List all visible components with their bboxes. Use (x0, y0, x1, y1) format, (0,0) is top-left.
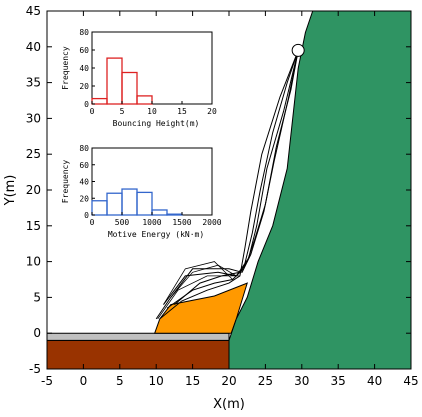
inset-histogram-motive-energy: 0 500 1000 1500 2000 0 20 40 60 80 Motive Energy (… (61, 144, 222, 239)
inset-x-tick-label: 500 (115, 218, 130, 227)
trajectory-line-2 (166, 50, 299, 309)
inset-x-tick-label: 2000 (202, 218, 221, 227)
y-tick-label: 0 (33, 326, 41, 340)
bounce-arc-3 (157, 275, 240, 320)
y-axis-title: Y(m) (3, 175, 18, 207)
x-tick-label: 5 (116, 374, 124, 388)
trajectory-line-5 (155, 50, 299, 320)
inset-y-axis-title: Frequency (61, 160, 70, 204)
x-tick-label: 25 (258, 374, 273, 388)
y-tick-label: 40 (26, 40, 41, 54)
y-tick-label: 15 (26, 219, 41, 233)
inset-y-tick-label: 80 (79, 28, 89, 37)
x-tick-label: 10 (149, 374, 164, 388)
inset-y-tick-label: 40 (79, 64, 89, 73)
x-tick-label: 45 (403, 374, 418, 388)
inset-y-tick-label: 20 (79, 82, 89, 91)
inset-y-tick-label: 20 (79, 194, 89, 203)
y-tick-label: 10 (26, 255, 41, 269)
inset-x-axis-title: Bouncing Height(m) (113, 119, 200, 128)
x-tick-label: 0 (80, 374, 88, 388)
x-tick-label: -5 (41, 374, 53, 388)
pavement-strip (46, 332, 230, 341)
inset-histogram-bouncing-height: 0 5 10 15 20 0 20 40 60 80 Bouncing Height(m) Frequ… (61, 28, 217, 128)
inset-x-tick-label: 10 (147, 107, 157, 116)
histogram-bar (166, 213, 183, 216)
embankment-fill-region (153, 282, 248, 334)
x-tick-label: 30 (294, 374, 309, 388)
inset-x-tick-label: 0 (90, 218, 95, 227)
inset-x-tick-label: 5 (120, 107, 125, 116)
foundation-region (46, 339, 232, 370)
slope-region (228, 10, 412, 370)
histogram-bar (136, 95, 153, 105)
inset-y-tick-label: 60 (79, 46, 89, 55)
inset-y-tick-label: 60 (79, 161, 89, 170)
x-axis-title: X(m) (213, 397, 245, 412)
start-point-marker (291, 43, 305, 57)
bounce-arc-1 (163, 261, 233, 305)
y-tick-label: 35 (26, 76, 41, 90)
inset-x-tick-label: 1500 (172, 218, 191, 227)
trajectory-line-1 (159, 50, 299, 320)
y-tick-label: 30 (26, 111, 41, 125)
y-tick-label: 5 (33, 290, 41, 304)
inset-y-axis-title: Frequency (61, 46, 70, 90)
inset-y-tick-label: 40 (79, 178, 89, 187)
histogram-bar (121, 71, 138, 105)
histogram-bar (136, 191, 153, 216)
bounce-arc-2 (170, 264, 237, 298)
inset-x-tick-label: 1000 (142, 218, 161, 227)
x-tick-label: 20 (221, 374, 236, 388)
inset-frame (91, 31, 213, 105)
inset-y-tick-label: 0 (84, 211, 89, 220)
x-tick-label: 40 (367, 374, 382, 388)
inset-x-tick-label: 0 (90, 107, 95, 116)
inset-x-tick-label: 20 (207, 107, 217, 116)
inset-x-tick-label: 15 (177, 107, 187, 116)
y-tick-label: -5 (29, 362, 41, 376)
inset-x-axis-title: Motive Energy (kN·m) (108, 230, 204, 239)
inset-y-tick-label: 0 (84, 100, 89, 109)
x-tick-label: 15 (185, 374, 200, 388)
y-tick-label: 25 (26, 147, 41, 161)
y-tick-label: 45 (26, 4, 41, 18)
inset-y-tick-label: 80 (79, 144, 89, 153)
x-tick-label: 35 (331, 374, 346, 388)
y-tick-label: 20 (26, 183, 41, 197)
